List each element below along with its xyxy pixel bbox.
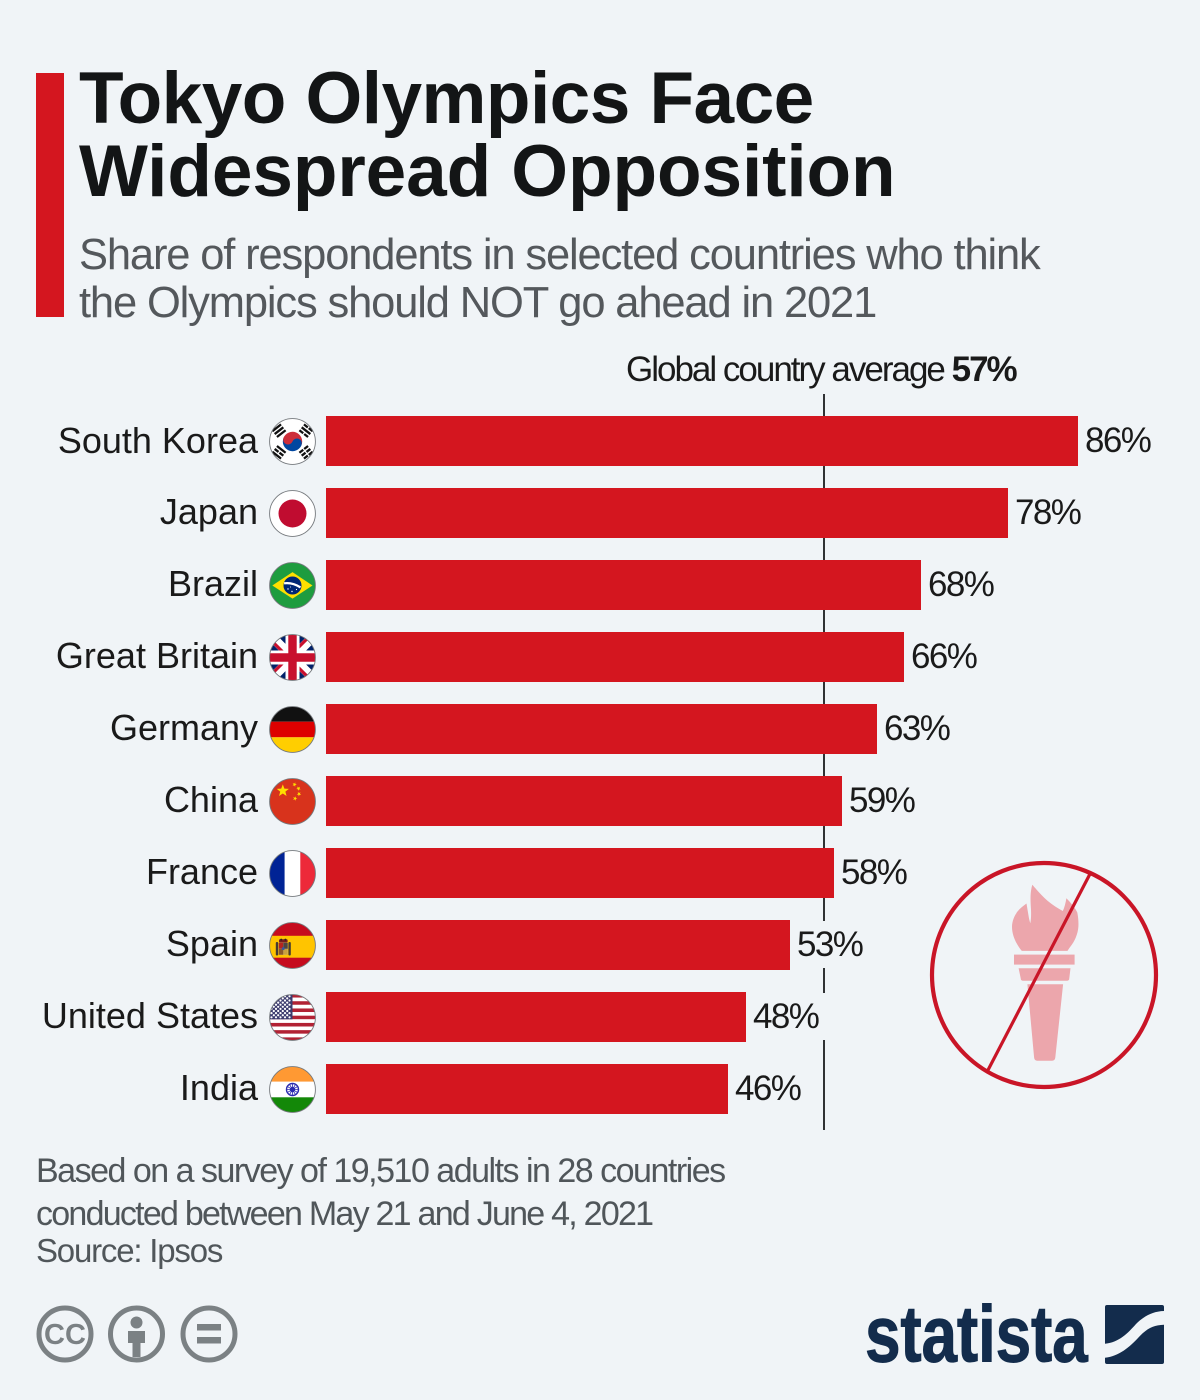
svg-text:CC: CC <box>44 1319 86 1351</box>
